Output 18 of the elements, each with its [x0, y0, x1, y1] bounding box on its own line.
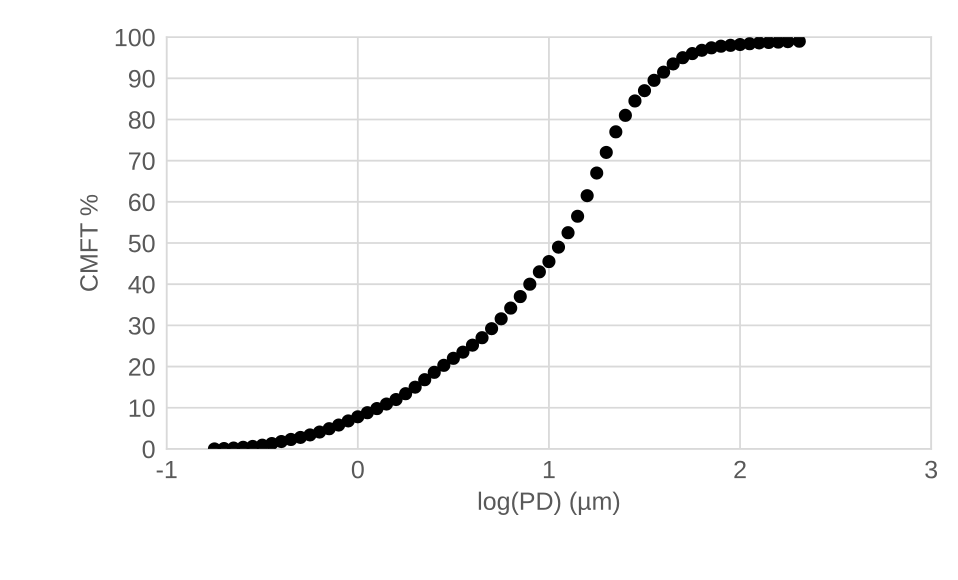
y-tick-label: 100 — [116, 28, 155, 46]
y-tick-label: 30 — [128, 316, 155, 335]
x-tick-label: 3 — [925, 460, 938, 478]
y-tick-label: 0 — [142, 440, 155, 458]
x-tick-label: 2 — [734, 460, 746, 478]
y-axis-title: CMFT % — [80, 194, 98, 291]
y-tick-label: 10 — [130, 399, 155, 418]
y-tick-label: 50 — [128, 234, 155, 252]
x-tick-label: 1 — [544, 460, 555, 478]
x-tick-label: 0 — [352, 460, 364, 478]
y-tick-label: 60 — [129, 193, 155, 212]
y-tick-label: 20 — [129, 358, 155, 376]
x-tick-label: -1 — [156, 460, 177, 478]
y-tick-label: 80 — [128, 111, 155, 129]
x-axis-title: log(PD) (µm) — [478, 492, 620, 515]
y-tick-label: 40 — [128, 276, 155, 294]
y-tick-label: 90 — [128, 70, 155, 88]
y-tick-label: 70 — [129, 152, 155, 170]
